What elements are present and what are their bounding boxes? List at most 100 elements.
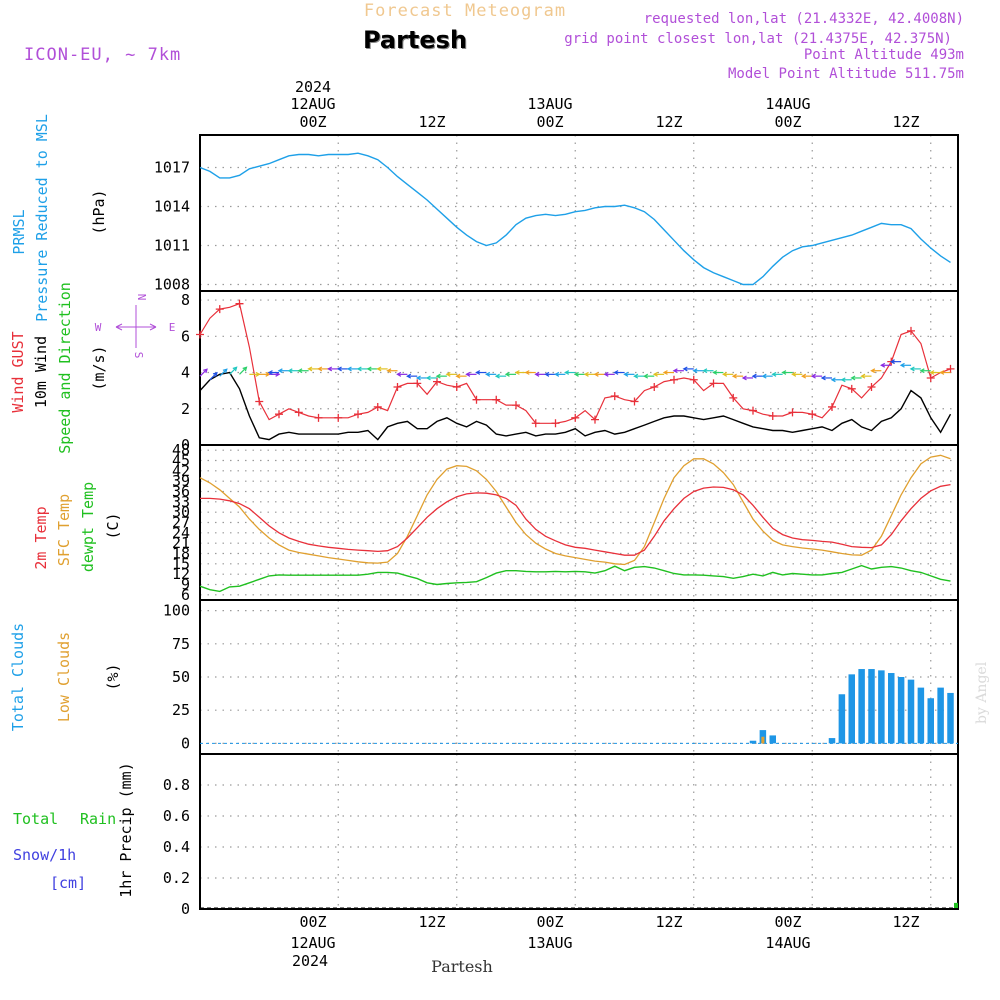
wind-arrow-head bbox=[781, 370, 787, 375]
wind-arrow bbox=[209, 372, 218, 381]
label-wind-10m: 10m Wind bbox=[32, 336, 50, 408]
wind-arrow-head bbox=[919, 368, 925, 374]
bottom-time-2: 00Z bbox=[536, 913, 563, 931]
wind-arrow-head bbox=[662, 370, 668, 375]
wind-ytick-label: 6 bbox=[181, 327, 190, 345]
gust-marker bbox=[215, 305, 224, 314]
label-prmsl: PRMSL bbox=[10, 209, 28, 254]
t2m-line bbox=[200, 483, 951, 556]
gust-marker bbox=[768, 412, 777, 421]
gust-marker bbox=[591, 415, 599, 424]
label-temp-sfc: SFC Temp bbox=[55, 494, 73, 566]
gust-marker bbox=[749, 406, 757, 415]
top-time-1: 12Z bbox=[418, 113, 445, 131]
label-temp-dew: dewpt Temp bbox=[79, 482, 97, 572]
total-cloud-bar bbox=[848, 674, 855, 744]
wind-arrow-head bbox=[583, 371, 589, 377]
bottom-time-3: 12Z bbox=[655, 913, 682, 931]
wind-arrow-head bbox=[623, 371, 629, 377]
wind-arrow-head bbox=[741, 375, 747, 381]
gust-marker bbox=[709, 379, 718, 388]
wind-arrow-head bbox=[406, 373, 412, 379]
temperature-ytick-label: 42 bbox=[172, 462, 190, 480]
wind-arrow-head bbox=[564, 370, 570, 375]
wind-arrow-head bbox=[810, 373, 816, 379]
bottom-time-4: 00Z bbox=[774, 913, 801, 931]
wind-arrow bbox=[239, 366, 247, 375]
gust-marker bbox=[907, 326, 915, 335]
pressure-frame bbox=[199, 134, 959, 292]
wind-arrow-head bbox=[761, 373, 767, 379]
gust-marker bbox=[373, 402, 382, 411]
wind-arrow-head bbox=[820, 375, 826, 381]
precip-ytick-label: 0 bbox=[181, 900, 190, 918]
location-title: Partesh bbox=[363, 26, 467, 54]
temperature-ytick-label: 36 bbox=[172, 483, 190, 501]
wind-arrow-head bbox=[860, 373, 866, 379]
model-altitude: Model Point Altitude 511.75m bbox=[728, 66, 964, 82]
label-prmsl-unit: (hPa) bbox=[90, 189, 108, 234]
gust-marker bbox=[196, 330, 204, 339]
precip-frame bbox=[199, 753, 959, 910]
gust-marker bbox=[255, 397, 264, 406]
gust-marker bbox=[828, 402, 836, 411]
gust-marker bbox=[452, 383, 461, 392]
label-prmsl-desc: Pressure Reduced to MSL bbox=[33, 114, 51, 322]
wind-arrow-head bbox=[554, 371, 560, 377]
wind-arrow-head bbox=[317, 366, 323, 372]
total-cloud-bar bbox=[828, 738, 836, 744]
wind-arrow-head bbox=[712, 370, 718, 375]
top-date-4: 14AUG bbox=[765, 95, 810, 113]
wind-arrow-head bbox=[366, 366, 372, 372]
wind-arrow-head bbox=[297, 368, 303, 374]
gust-marker bbox=[670, 375, 678, 384]
wind-arrow-head bbox=[751, 373, 757, 379]
gust-marker bbox=[867, 383, 876, 392]
bottom-date-0: 12AUG bbox=[290, 934, 335, 952]
temperature-ytick-label: 21 bbox=[172, 534, 190, 552]
pressure-panel: 1008 1011 1014 1017 bbox=[154, 134, 959, 294]
precip-panel: 0 0.2 0.4 0.6 0.8 bbox=[163, 753, 959, 918]
gust-marker bbox=[235, 299, 244, 308]
precip-ytick-label: 0.2 bbox=[163, 869, 190, 887]
pressure-line bbox=[199, 152, 951, 286]
gust-marker bbox=[926, 373, 935, 382]
temperature-ytick-label: 48 bbox=[172, 441, 190, 459]
wind-arrow-head bbox=[277, 368, 283, 374]
pressure-ytick-label: 1017 bbox=[154, 159, 190, 177]
gust-marker bbox=[630, 397, 639, 406]
label-precip-snow: Snow/1h bbox=[13, 846, 76, 864]
wind-arrow-head bbox=[791, 371, 797, 377]
gust-marker bbox=[413, 379, 422, 388]
gust-marker bbox=[354, 410, 362, 419]
model-name: ICON-EU, ~ 7km bbox=[24, 45, 181, 65]
total-cloud-bar bbox=[769, 735, 776, 744]
wind-arrow-head bbox=[643, 373, 649, 379]
total-cloud-bar bbox=[897, 677, 905, 744]
wind-arrow-head bbox=[242, 366, 248, 372]
temperature-ytick-label: 18 bbox=[172, 545, 190, 563]
top-time-5: 12Z bbox=[892, 113, 919, 131]
temperature-ytick-label: 24 bbox=[172, 524, 190, 542]
temperature-ytick-label: 30 bbox=[172, 503, 190, 521]
temperature-ytick-label: 33 bbox=[172, 493, 190, 511]
clouds-ytick-label: 50 bbox=[172, 668, 190, 686]
wind-arrow-head bbox=[652, 371, 658, 377]
wind-arrow-head bbox=[435, 373, 441, 379]
wind-arrow-head bbox=[633, 373, 639, 379]
temperature-ytick-label: 39 bbox=[172, 472, 190, 490]
point-altitude: Point Altitude 493m bbox=[804, 47, 964, 63]
bottom-date-2: 13AUG bbox=[527, 934, 572, 952]
wind-arrow-head bbox=[494, 373, 500, 379]
gust-marker bbox=[551, 419, 560, 428]
wind-arrow-head bbox=[396, 371, 402, 377]
compass-e-arrow bbox=[149, 323, 157, 331]
total-cloud-bar bbox=[878, 670, 885, 744]
top-year: 2024 bbox=[295, 78, 331, 96]
wind-arrow-head bbox=[203, 368, 208, 374]
wind-arrow-head bbox=[840, 377, 846, 383]
rain-bar bbox=[954, 902, 958, 908]
wind-arrow-head bbox=[267, 370, 273, 375]
